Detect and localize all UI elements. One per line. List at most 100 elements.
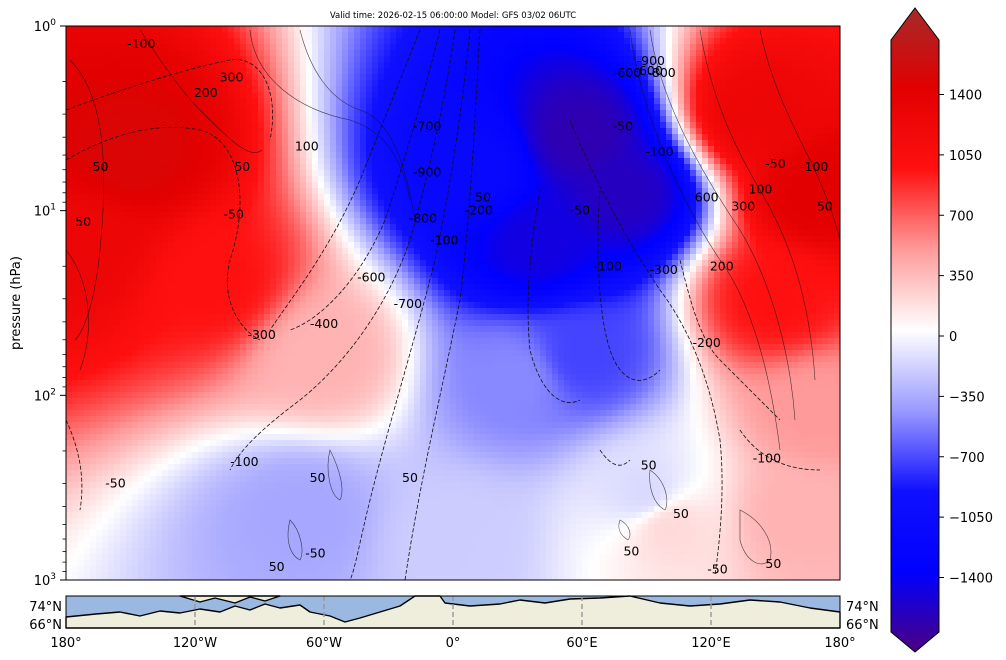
field-cell [738, 146, 745, 153]
field-cell [696, 62, 703, 69]
field-cell [234, 128, 241, 135]
field-cell [456, 80, 463, 87]
field-cell [498, 236, 505, 243]
field-cell [78, 68, 85, 75]
field-cell [276, 26, 283, 33]
field-cell [732, 38, 739, 45]
field-cell [330, 248, 337, 255]
field-cell [72, 86, 79, 93]
field-cell [774, 146, 781, 153]
field-cell [168, 230, 175, 237]
field-cell [432, 128, 439, 135]
field-cell [792, 110, 799, 117]
field-cell [270, 236, 277, 243]
field-cell [456, 68, 463, 75]
field-cell [444, 164, 451, 171]
field-cell [120, 182, 127, 189]
field-cell [126, 164, 133, 171]
field-cell [672, 74, 679, 81]
field-cell [96, 152, 103, 159]
field-cell [834, 230, 840, 237]
field-cell [174, 32, 181, 39]
field-cell [234, 152, 241, 159]
field-cell [120, 38, 127, 45]
field-cell [534, 80, 541, 87]
field-cell [570, 242, 577, 249]
field-cell [504, 110, 511, 117]
field-cell [288, 218, 295, 225]
field-cell [72, 122, 79, 129]
field-cell [630, 38, 637, 45]
field-cell [492, 206, 499, 213]
field-cell [180, 98, 187, 105]
field-cell [642, 224, 649, 231]
field-cell [216, 44, 223, 51]
field-cell [606, 80, 613, 87]
field-cell [780, 98, 787, 105]
field-cell [228, 104, 235, 111]
field-cell [300, 182, 307, 189]
field-cell [294, 32, 301, 39]
field-cell [270, 224, 277, 231]
field-cell [108, 230, 115, 237]
field-cell [672, 104, 679, 111]
field-cell [360, 194, 367, 201]
field-cell [396, 236, 403, 243]
field-cell [600, 242, 607, 249]
field-cell [498, 50, 505, 57]
field-cell [834, 122, 840, 129]
field-cell [300, 152, 307, 159]
field-cell [114, 146, 121, 153]
field-cell [300, 194, 307, 201]
field-cell [618, 218, 625, 225]
field-cell [336, 26, 343, 33]
field-cell [246, 116, 253, 123]
field-cell [258, 194, 265, 201]
field-cell [630, 104, 637, 111]
field-cell [114, 110, 121, 117]
field-cell [198, 152, 205, 159]
field-cell [762, 32, 769, 39]
field-cell [210, 68, 217, 75]
field-cell [804, 74, 811, 81]
field-cell [606, 116, 613, 123]
field-cell [132, 206, 139, 213]
field-cell [216, 68, 223, 75]
field-cell [150, 158, 157, 165]
field-cell [636, 218, 643, 225]
field-cell [552, 206, 559, 213]
field-cell [462, 218, 469, 225]
field-cell [198, 62, 205, 69]
field-cell [336, 182, 343, 189]
field-cell [378, 56, 385, 63]
field-cell [456, 86, 463, 93]
field-cell [810, 248, 817, 255]
field-cell [180, 206, 187, 213]
field-cell [462, 182, 469, 189]
field-cell [216, 140, 223, 147]
field-cell [744, 194, 751, 201]
field-cell [714, 188, 721, 195]
field-cell [498, 92, 505, 99]
field-cell [240, 80, 247, 87]
field-cell [66, 86, 73, 93]
field-cell [732, 200, 739, 207]
field-cell [210, 140, 217, 147]
field-cell [678, 206, 685, 213]
field-cell [144, 158, 151, 165]
field-cell [666, 140, 673, 147]
field-cell [828, 164, 835, 171]
field-cell [462, 110, 469, 117]
field-cell [516, 128, 523, 135]
field-cell [138, 146, 145, 153]
field-cell [720, 236, 727, 243]
field-cell [630, 134, 637, 141]
field-cell [312, 146, 319, 153]
field-cell [708, 86, 715, 93]
field-cell [684, 230, 691, 237]
field-cell [564, 236, 571, 243]
field-cell [306, 158, 313, 165]
field-cell [714, 134, 721, 141]
field-cell [408, 170, 415, 177]
field-cell [480, 230, 487, 237]
